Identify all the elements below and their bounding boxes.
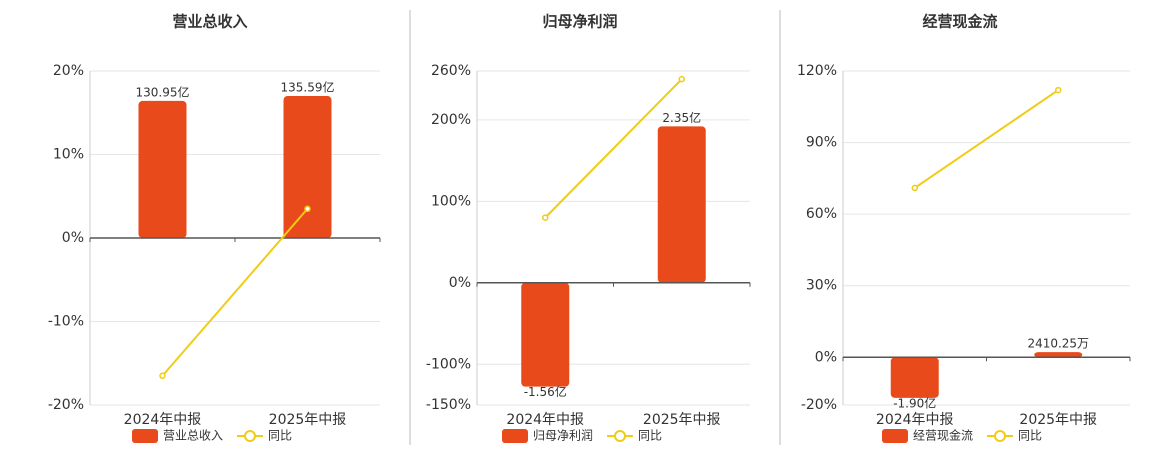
y-tick-label: 60% xyxy=(806,206,837,222)
bar-value-label: 135.59亿 xyxy=(281,80,335,95)
legend-swatch xyxy=(994,430,1006,442)
x-tick-label: 2025年中报 xyxy=(269,412,347,428)
y-tick-label: -20% xyxy=(48,397,84,413)
chart-title: 营业总收入 xyxy=(172,13,247,31)
legend-label: 归母净利润 xyxy=(533,429,593,443)
x-tick-label: 2024年中报 xyxy=(506,412,584,428)
y-tick-label: 120% xyxy=(797,63,837,79)
bar-value-label: 2410.25万 xyxy=(1027,337,1089,351)
bar xyxy=(283,96,332,238)
y-tick-label: 20% xyxy=(53,63,84,79)
line-point xyxy=(304,205,311,213)
line xyxy=(161,208,309,377)
line-point xyxy=(911,184,918,192)
legend-label: 营业总收入 xyxy=(163,429,223,443)
y-tick-label: 30% xyxy=(806,278,837,294)
line xyxy=(914,89,1059,189)
legend-label: 经营现金流 xyxy=(913,428,973,443)
bar xyxy=(890,357,939,398)
legend-label: 同比 xyxy=(268,429,292,443)
y-tick-label: 200% xyxy=(431,112,471,128)
y-tick-label: 260% xyxy=(431,63,471,79)
legend-label: 同比 xyxy=(1018,429,1042,443)
bar xyxy=(657,126,706,283)
bar-value-label: 2.35亿 xyxy=(662,110,701,125)
y-tick-label: -100% xyxy=(426,356,471,372)
line-point xyxy=(159,372,166,380)
y-tick-label: 90% xyxy=(806,135,837,151)
bar-value-label: -1.90亿 xyxy=(893,395,936,410)
legend-swatch xyxy=(244,430,256,442)
legend-label: 同比 xyxy=(638,429,662,443)
line-point xyxy=(1055,86,1062,94)
x-tick-label: 2025年中报 xyxy=(1019,412,1097,428)
y-tick-label: -10% xyxy=(48,314,84,330)
line-point xyxy=(542,214,549,221)
x-tick-label: 2025年中报 xyxy=(643,412,721,428)
x-tick-label: 2024年中报 xyxy=(124,412,202,428)
bar-value-label: -1.56亿 xyxy=(524,384,567,399)
legend-swatch xyxy=(132,429,158,443)
bar xyxy=(138,100,187,238)
y-tick-label: 100% xyxy=(431,193,471,209)
legend-swatch xyxy=(614,430,626,442)
bar xyxy=(521,282,570,387)
legend-swatch xyxy=(882,429,908,443)
bar-value-label: 130.95亿 xyxy=(136,84,190,99)
y-tick-label: -150% xyxy=(426,397,471,413)
y-tick-label: 0% xyxy=(62,230,84,246)
x-tick-label: 2024年中报 xyxy=(876,412,954,428)
bar xyxy=(1034,352,1083,358)
y-tick-label: 0% xyxy=(449,275,471,291)
chart-title: 归母净利润 xyxy=(542,13,617,31)
y-tick-label: 0% xyxy=(815,349,837,365)
line xyxy=(544,78,683,219)
y-tick-label: 10% xyxy=(53,147,84,163)
line-point xyxy=(678,75,685,83)
y-tick-label: -20% xyxy=(801,397,837,413)
chart-title: 经营现金流 xyxy=(922,13,997,31)
legend-swatch xyxy=(502,429,528,443)
